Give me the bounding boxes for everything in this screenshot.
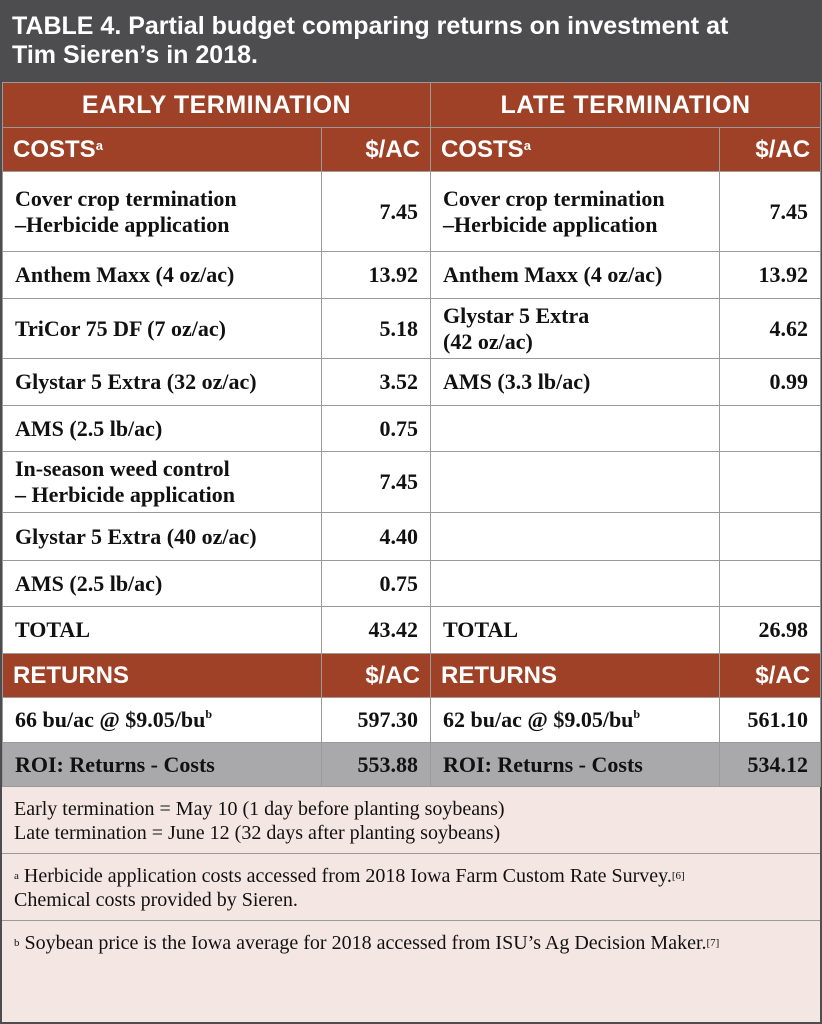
total-row: TOTAL 43.42 TOTAL 26.98 bbox=[2, 606, 822, 654]
late-roi-value: 534.12 bbox=[719, 742, 822, 787]
table-notes: Early termination = May 10 (1 day before… bbox=[2, 787, 820, 963]
late-cost-value bbox=[719, 560, 822, 607]
cost-row: In-season weed control – Herbicide appli… bbox=[2, 451, 822, 513]
footnote-b-reference: [7] bbox=[706, 937, 720, 949]
early-cost-value: 5.18 bbox=[320, 298, 432, 359]
late-cost-item: TOTAL bbox=[430, 606, 721, 654]
costs-header-row: COSTSa $/AC COSTSa $/AC bbox=[2, 127, 822, 172]
returns-header-row: RETURNS $/AC RETURNS $/AC bbox=[2, 653, 822, 698]
early-returns-footnote: b bbox=[205, 707, 213, 721]
late-costs-unit: $/AC bbox=[719, 127, 822, 172]
early-costs-unit: $/AC bbox=[320, 127, 432, 172]
late-cost-value: 4.62 bbox=[719, 298, 822, 359]
early-cost-value: 3.52 bbox=[320, 358, 432, 406]
early-returns-unit: $/AC bbox=[320, 653, 432, 698]
late-cost-value: 0.99 bbox=[719, 358, 822, 406]
cost-row: AMS (2.5 lb/ac) 0.75 bbox=[2, 405, 822, 452]
early-returns-item: 66 bu/ac @ $9.05/bub bbox=[2, 697, 322, 743]
early-returns-label: RETURNS bbox=[2, 653, 322, 698]
early-returns-item-text: 66 bu/ac @ $9.05/bu bbox=[15, 707, 206, 732]
early-roi-value: 553.88 bbox=[320, 742, 432, 787]
footnote-b-text: Soybean price is the Iowa average for 20… bbox=[24, 932, 707, 954]
footnote-a-text-2: Chemical costs provided by Sieren. bbox=[14, 889, 298, 911]
late-cost-value bbox=[719, 451, 822, 513]
early-cost-item: AMS (2.5 lb/ac) bbox=[2, 405, 322, 452]
early-cost-item: Glystar 5 Extra (40 oz/ac) bbox=[2, 512, 322, 561]
late-returns-value: 561.10 bbox=[719, 697, 822, 743]
footnote-a-reference: [6] bbox=[671, 870, 685, 882]
early-cost-value: 0.75 bbox=[320, 560, 432, 607]
early-cost-item: Cover crop termination –Herbicide applic… bbox=[2, 171, 322, 252]
cost-row: AMS (2.5 lb/ac) 0.75 bbox=[2, 560, 822, 607]
early-cost-item: TOTAL bbox=[2, 606, 322, 654]
costs-footnote-marker: a bbox=[523, 137, 531, 153]
costs-label-text: COSTS bbox=[13, 135, 96, 163]
early-termination-date: Early termination = May 10 (1 day before… bbox=[14, 798, 505, 820]
cost-rows: Cover crop termination –Herbicide applic… bbox=[2, 171, 822, 654]
roi-row: ROI: Returns - Costs 553.88 ROI: Returns… bbox=[2, 742, 822, 787]
cost-row: Anthem Maxx (4 oz/ac) 13.92 Anthem Maxx (4… bbox=[2, 251, 822, 299]
early-cost-item: AMS (2.5 lb/ac) bbox=[2, 560, 322, 607]
late-cost-value: 7.45 bbox=[719, 171, 822, 252]
late-returns-unit: $/AC bbox=[719, 653, 822, 698]
late-cost-item bbox=[430, 560, 721, 607]
early-termination-header: EARLY TERMINATION bbox=[1, 82, 432, 128]
early-cost-item: TriCor 75 DF (7 oz/ac) bbox=[2, 298, 322, 359]
late-roi-label: ROI: Returns - Costs bbox=[430, 742, 721, 787]
late-cost-value bbox=[719, 405, 822, 452]
late-returns-item-text: 62 bu/ac @ $9.05/bu bbox=[443, 707, 634, 732]
late-returns-item: 62 bu/ac @ $9.05/bub bbox=[430, 697, 721, 743]
cost-row: Glystar 5 Extra (40 oz/ac) 4.40 bbox=[2, 512, 822, 561]
late-cost-value: 13.92 bbox=[719, 251, 822, 299]
early-roi-label: ROI: Returns - Costs bbox=[2, 742, 322, 787]
footnote-b: b Soybean price is the Iowa average for … bbox=[2, 921, 820, 963]
late-returns-label: RETURNS bbox=[430, 653, 721, 698]
early-cost-value: 4.40 bbox=[320, 512, 432, 561]
early-cost-item: Glystar 5 Extra (32 oz/ac) bbox=[2, 358, 322, 406]
early-cost-item: Anthem Maxx (4 oz/ac) bbox=[2, 251, 322, 299]
termination-dates-note: Early termination = May 10 (1 day before… bbox=[2, 787, 820, 854]
late-cost-item bbox=[430, 405, 721, 452]
cost-row: TriCor 75 DF (7 oz/ac) 5.18 Glystar 5 Extr… bbox=[2, 298, 822, 359]
cost-row: Cover crop termination –Herbicide applic… bbox=[2, 171, 822, 252]
early-cost-value: 7.45 bbox=[320, 451, 432, 513]
footnote-b-marker: b bbox=[14, 937, 20, 949]
cost-row: Glystar 5 Extra (32 oz/ac) 3.52 AMS (3.3 l… bbox=[2, 358, 822, 406]
late-returns-footnote: b bbox=[633, 707, 641, 721]
costs-label-text: COSTS bbox=[441, 135, 524, 163]
late-cost-item bbox=[430, 451, 721, 513]
early-cost-item: In-season weed control – Herbicide appli… bbox=[2, 451, 322, 513]
returns-row: 66 bu/ac @ $9.05/bub 597.30 62 bu/ac @ $… bbox=[2, 697, 822, 743]
table-title: TABLE 4. Partial budget comparing return… bbox=[2, 2, 820, 82]
late-cost-value bbox=[719, 512, 822, 561]
late-cost-item: AMS (3.3 lb/ac) bbox=[430, 358, 721, 406]
section-header-row: EARLY TERMINATION LATE TERMINATION bbox=[1, 82, 822, 128]
late-cost-item bbox=[430, 512, 721, 561]
late-cost-item: Glystar 5 Extra (42 oz/ac) bbox=[430, 298, 721, 359]
late-costs-label: COSTSa bbox=[430, 127, 721, 172]
early-returns-value: 597.30 bbox=[320, 697, 432, 743]
early-cost-value: 13.92 bbox=[320, 251, 432, 299]
partial-budget-table: EARLY TERMINATION LATE TERMINATION COSTS… bbox=[1, 82, 822, 787]
footnote-a-text: Herbicide application costs accessed fro… bbox=[23, 865, 672, 887]
table-title-line-2: Tim Sieren’s in 2018. bbox=[12, 41, 258, 69]
early-cost-value: 0.75 bbox=[320, 405, 432, 452]
late-cost-value: 26.98 bbox=[719, 606, 822, 654]
late-cost-item: Cover crop termination –Herbicide applic… bbox=[430, 171, 721, 252]
footnote-a: a Herbicide application costs accessed f… bbox=[2, 854, 820, 921]
early-cost-value: 7.45 bbox=[320, 171, 432, 252]
costs-footnote-marker: a bbox=[95, 137, 103, 153]
table-title-line-1: TABLE 4. Partial budget comparing return… bbox=[12, 12, 729, 40]
late-termination-date: Late termination = June 12 (32 days afte… bbox=[14, 822, 501, 844]
early-cost-value: 43.42 bbox=[320, 606, 432, 654]
late-cost-item: Anthem Maxx (4 oz/ac) bbox=[430, 251, 721, 299]
early-costs-label: COSTSa bbox=[2, 127, 322, 172]
late-termination-header: LATE TERMINATION bbox=[430, 82, 822, 128]
footnote-a-marker: a bbox=[14, 870, 19, 882]
